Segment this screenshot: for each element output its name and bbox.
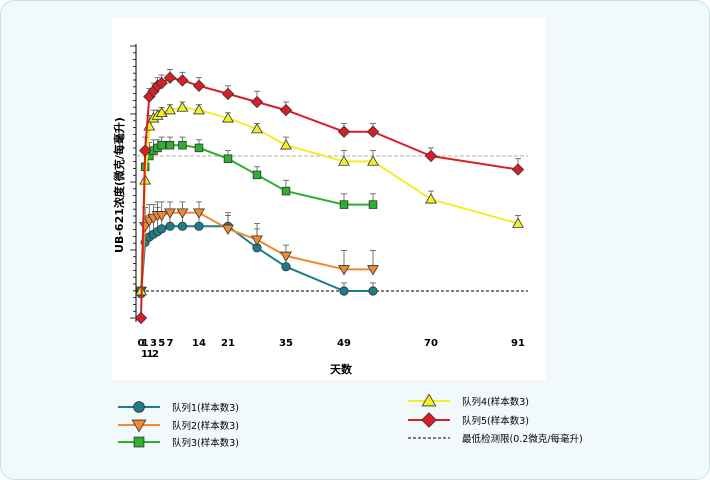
data-point [338, 155, 350, 166]
data-point [155, 76, 168, 90]
legend-label: 最低检测限(0.2微克/每毫升) [462, 433, 583, 445]
x-tick-label: 0 [138, 338, 145, 349]
data-point [155, 106, 168, 118]
data-point [165, 140, 175, 150]
legend-marker [133, 436, 145, 448]
legend-item-1: 队列1(样本数3) [118, 401, 239, 414]
x-tick-label: 21 [221, 338, 235, 349]
data-point [280, 251, 292, 262]
x-tick-label: 35 [279, 338, 293, 349]
x-tick-label-row2: 2 [152, 349, 159, 360]
legend-item-3: 队列3(样本数3) [118, 436, 239, 449]
series-line [140, 106, 519, 292]
data-point [281, 186, 291, 196]
data-point [425, 193, 437, 204]
series-4 [135, 101, 524, 296]
data-point [339, 286, 349, 296]
data-point [366, 125, 380, 138]
x-tick-label-row2: 1 [141, 349, 148, 360]
legend-label: 队列3(样本数3) [172, 437, 239, 449]
y-axis-ticks [130, 45, 136, 319]
data-point [155, 211, 168, 222]
legend: 队列1(样本数3) 队列2(样本数3) 队列3(样本数3) 队列4(样本数3) 队列5(… [118, 393, 583, 449]
legend-item-lod: 最低检测限(0.2微克/每毫升) [408, 433, 583, 445]
data-point [163, 71, 177, 84]
data-point [424, 149, 438, 163]
x-tick-label: 91 [511, 338, 525, 349]
data-point [157, 224, 167, 234]
legend-label: 队列4(样本数3) [462, 396, 529, 408]
data-point [164, 104, 176, 115]
legend-label: 队列5(样本数3) [462, 415, 529, 427]
x-axis-title: 天数 [330, 362, 353, 376]
series-2 [135, 201, 379, 298]
x-tick-label: 5 [158, 338, 165, 349]
legend-label: 队列2(样本数3) [172, 420, 239, 432]
data-point [222, 224, 234, 235]
data-point [511, 163, 525, 176]
data-point [250, 95, 264, 109]
data-point [194, 221, 204, 231]
legend-marker [421, 412, 437, 428]
x-tick-label-row2: 1 [147, 349, 154, 360]
legend-item-4: 队列4(样本数3) [408, 393, 529, 408]
data-point [251, 235, 263, 246]
data-point [338, 265, 350, 276]
data-point [223, 154, 233, 163]
legend-marker [133, 401, 145, 413]
x-tick-label: 1 [142, 338, 149, 349]
series-1 [136, 206, 378, 299]
data-point [281, 262, 291, 272]
legend-marker [421, 393, 437, 407]
data-point [193, 208, 205, 219]
data-point [337, 125, 351, 138]
data-point [368, 200, 378, 209]
data-point [165, 221, 175, 231]
x-tick-label: 14 [192, 338, 206, 349]
x-tick-label: 70 [424, 338, 438, 349]
data-point [367, 155, 379, 166]
data-point [193, 104, 205, 115]
x-tick-label: 49 [337, 338, 351, 349]
data-point [252, 170, 262, 180]
legend-label: 队列1(样本数3) [172, 402, 239, 414]
data-point [164, 208, 176, 219]
data-point [178, 140, 187, 150]
data-point [367, 265, 379, 276]
x-tick-label: 7 [167, 338, 174, 349]
data-point [194, 143, 204, 153]
data-point [280, 139, 292, 150]
data-point [368, 286, 378, 296]
data-point [177, 221, 188, 231]
x-tick-label: 3 [150, 338, 157, 349]
data-point [134, 311, 148, 325]
data-point [192, 79, 206, 92]
data-point [157, 140, 166, 150]
data-point [138, 144, 152, 157]
legend-item-5: 队列5(样本数3) [408, 412, 529, 428]
data-point [222, 112, 234, 123]
data-point [512, 217, 524, 228]
data-point [176, 74, 189, 87]
series-5 [134, 69, 525, 325]
y-axis-title: UB-621浓度(微克/每毫升) [112, 117, 126, 253]
data-point [176, 208, 189, 219]
data-point [279, 103, 293, 117]
data-point [339, 200, 349, 209]
data-point [251, 122, 263, 134]
data-point [221, 87, 235, 101]
data-point [176, 101, 189, 112]
legend-marker [131, 419, 147, 433]
legend-item-2: 队列2(样本数3) [118, 419, 239, 433]
